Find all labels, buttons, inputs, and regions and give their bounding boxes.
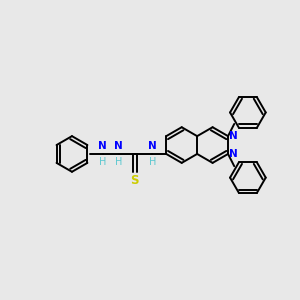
Text: N: N — [98, 141, 107, 151]
Text: N: N — [229, 149, 238, 159]
Text: N: N — [148, 141, 157, 151]
Text: H: H — [115, 157, 122, 167]
Text: H: H — [149, 157, 156, 167]
Text: H: H — [99, 157, 106, 167]
Text: N: N — [229, 131, 238, 141]
Text: S: S — [130, 174, 139, 187]
Text: N: N — [114, 141, 123, 151]
